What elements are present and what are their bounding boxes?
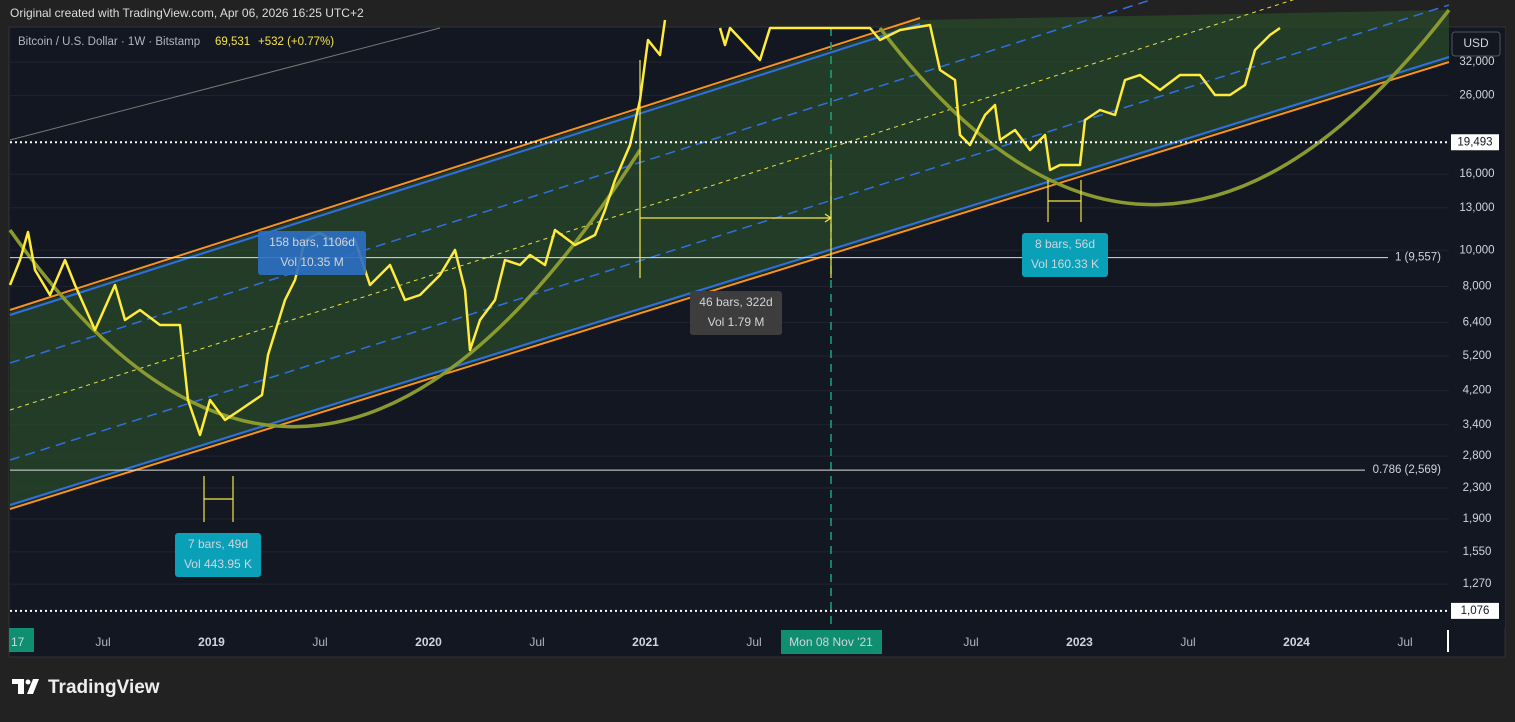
x-tick-label: Jul xyxy=(95,635,110,649)
x-tick-label: Jul xyxy=(1397,635,1412,649)
channel-top-inner xyxy=(9,23,921,316)
channel-top xyxy=(9,17,921,311)
y-tick-label: 26,000 xyxy=(1459,90,1494,102)
channel-dash xyxy=(9,0,1153,364)
logo-icon xyxy=(12,679,39,694)
trend-line xyxy=(9,27,441,141)
measure-text: Vol 160.33 K xyxy=(1031,257,1099,271)
channel-fill xyxy=(10,10,1449,507)
symbol: Bitcoin / U.S. Dollar · 1W · Bitstamp xyxy=(18,36,200,48)
x-tick-label: Jul xyxy=(1180,635,1195,649)
currency[interactable]: USD xyxy=(1463,36,1489,50)
y-tick-label: 16,000 xyxy=(1459,168,1494,180)
channel-bottom xyxy=(9,61,1450,510)
y-tick-label: 6,400 xyxy=(1463,316,1492,328)
cursor-date: Mon 08 Nov '21 xyxy=(789,635,873,649)
price-axis xyxy=(1449,28,1505,628)
y-tick-label: 13,000 xyxy=(1459,202,1494,214)
x-tick-label: 2019 xyxy=(198,635,225,649)
cursor-date-bg xyxy=(781,630,882,654)
x-tick-label: 2023 xyxy=(1066,635,1093,649)
measure-box xyxy=(175,533,261,577)
measure-text: Vol 10.35 M xyxy=(280,255,343,269)
currency-button[interactable] xyxy=(1451,31,1501,57)
y-tick-label: 4,200 xyxy=(1463,385,1492,397)
price-change: +532 (+0.77%) xyxy=(258,36,334,48)
measure-text: 8 bars, 56d xyxy=(1035,237,1095,251)
price-label: 1,076 xyxy=(1461,605,1490,617)
y-tick-label: 2,300 xyxy=(1463,482,1492,494)
edge-label-bg xyxy=(9,628,34,652)
price-label-bg xyxy=(1451,134,1499,151)
y-tick-label: 10,000 xyxy=(1459,244,1494,256)
x-tick-label: Jul xyxy=(746,635,761,649)
credit: Original created with TradingView.com, A… xyxy=(10,6,364,20)
x-tick-label: 2021 xyxy=(632,635,659,649)
y-tick-label: 1,550 xyxy=(1463,546,1492,558)
measure-box xyxy=(1022,233,1108,277)
x-tick-label: 2024 xyxy=(1283,635,1310,649)
measure-text: Vol 1.79 M xyxy=(708,315,765,329)
x-tick-label: Jul xyxy=(529,635,544,649)
y-tick-label: 1,270 xyxy=(1463,578,1492,590)
y-tick-label: 32,000 xyxy=(1459,56,1494,68)
edge-label: 17 xyxy=(11,635,25,649)
x-tick-label: Jul xyxy=(312,635,327,649)
price-label: 19,493 xyxy=(1457,136,1492,148)
price-label-bg xyxy=(1451,602,1499,619)
price-line xyxy=(718,23,1281,172)
channel-mid xyxy=(9,0,1295,411)
x-tick-label: Jul xyxy=(963,635,978,649)
last-price: 69,531 xyxy=(215,36,250,48)
measure-box xyxy=(690,291,782,335)
y-tick-label: 5,200 xyxy=(1463,350,1492,362)
level-label: 0.786 (2,569) xyxy=(1373,464,1442,476)
y-tick-label: 2,800 xyxy=(1463,450,1492,462)
channel-bottom-inner xyxy=(9,56,1450,506)
channel-dash xyxy=(9,4,1450,461)
measure-text: Vol 443.95 K xyxy=(184,557,252,571)
logo: TradingView xyxy=(48,677,160,698)
level-label: 1 (9,557) xyxy=(1395,252,1441,264)
x-tick-label: 2020 xyxy=(415,635,442,649)
measure-box xyxy=(258,231,366,275)
arc xyxy=(8,149,642,429)
measure-text: 158 bars, 1106d xyxy=(269,235,355,249)
measure-text: 7 bars, 49d xyxy=(188,537,248,551)
y-tick-label: 8,000 xyxy=(1463,280,1492,292)
measure-text: 46 bars, 322d xyxy=(699,295,772,309)
y-tick-label: 1,900 xyxy=(1463,513,1492,525)
y-tick-label: 3,400 xyxy=(1463,419,1492,431)
